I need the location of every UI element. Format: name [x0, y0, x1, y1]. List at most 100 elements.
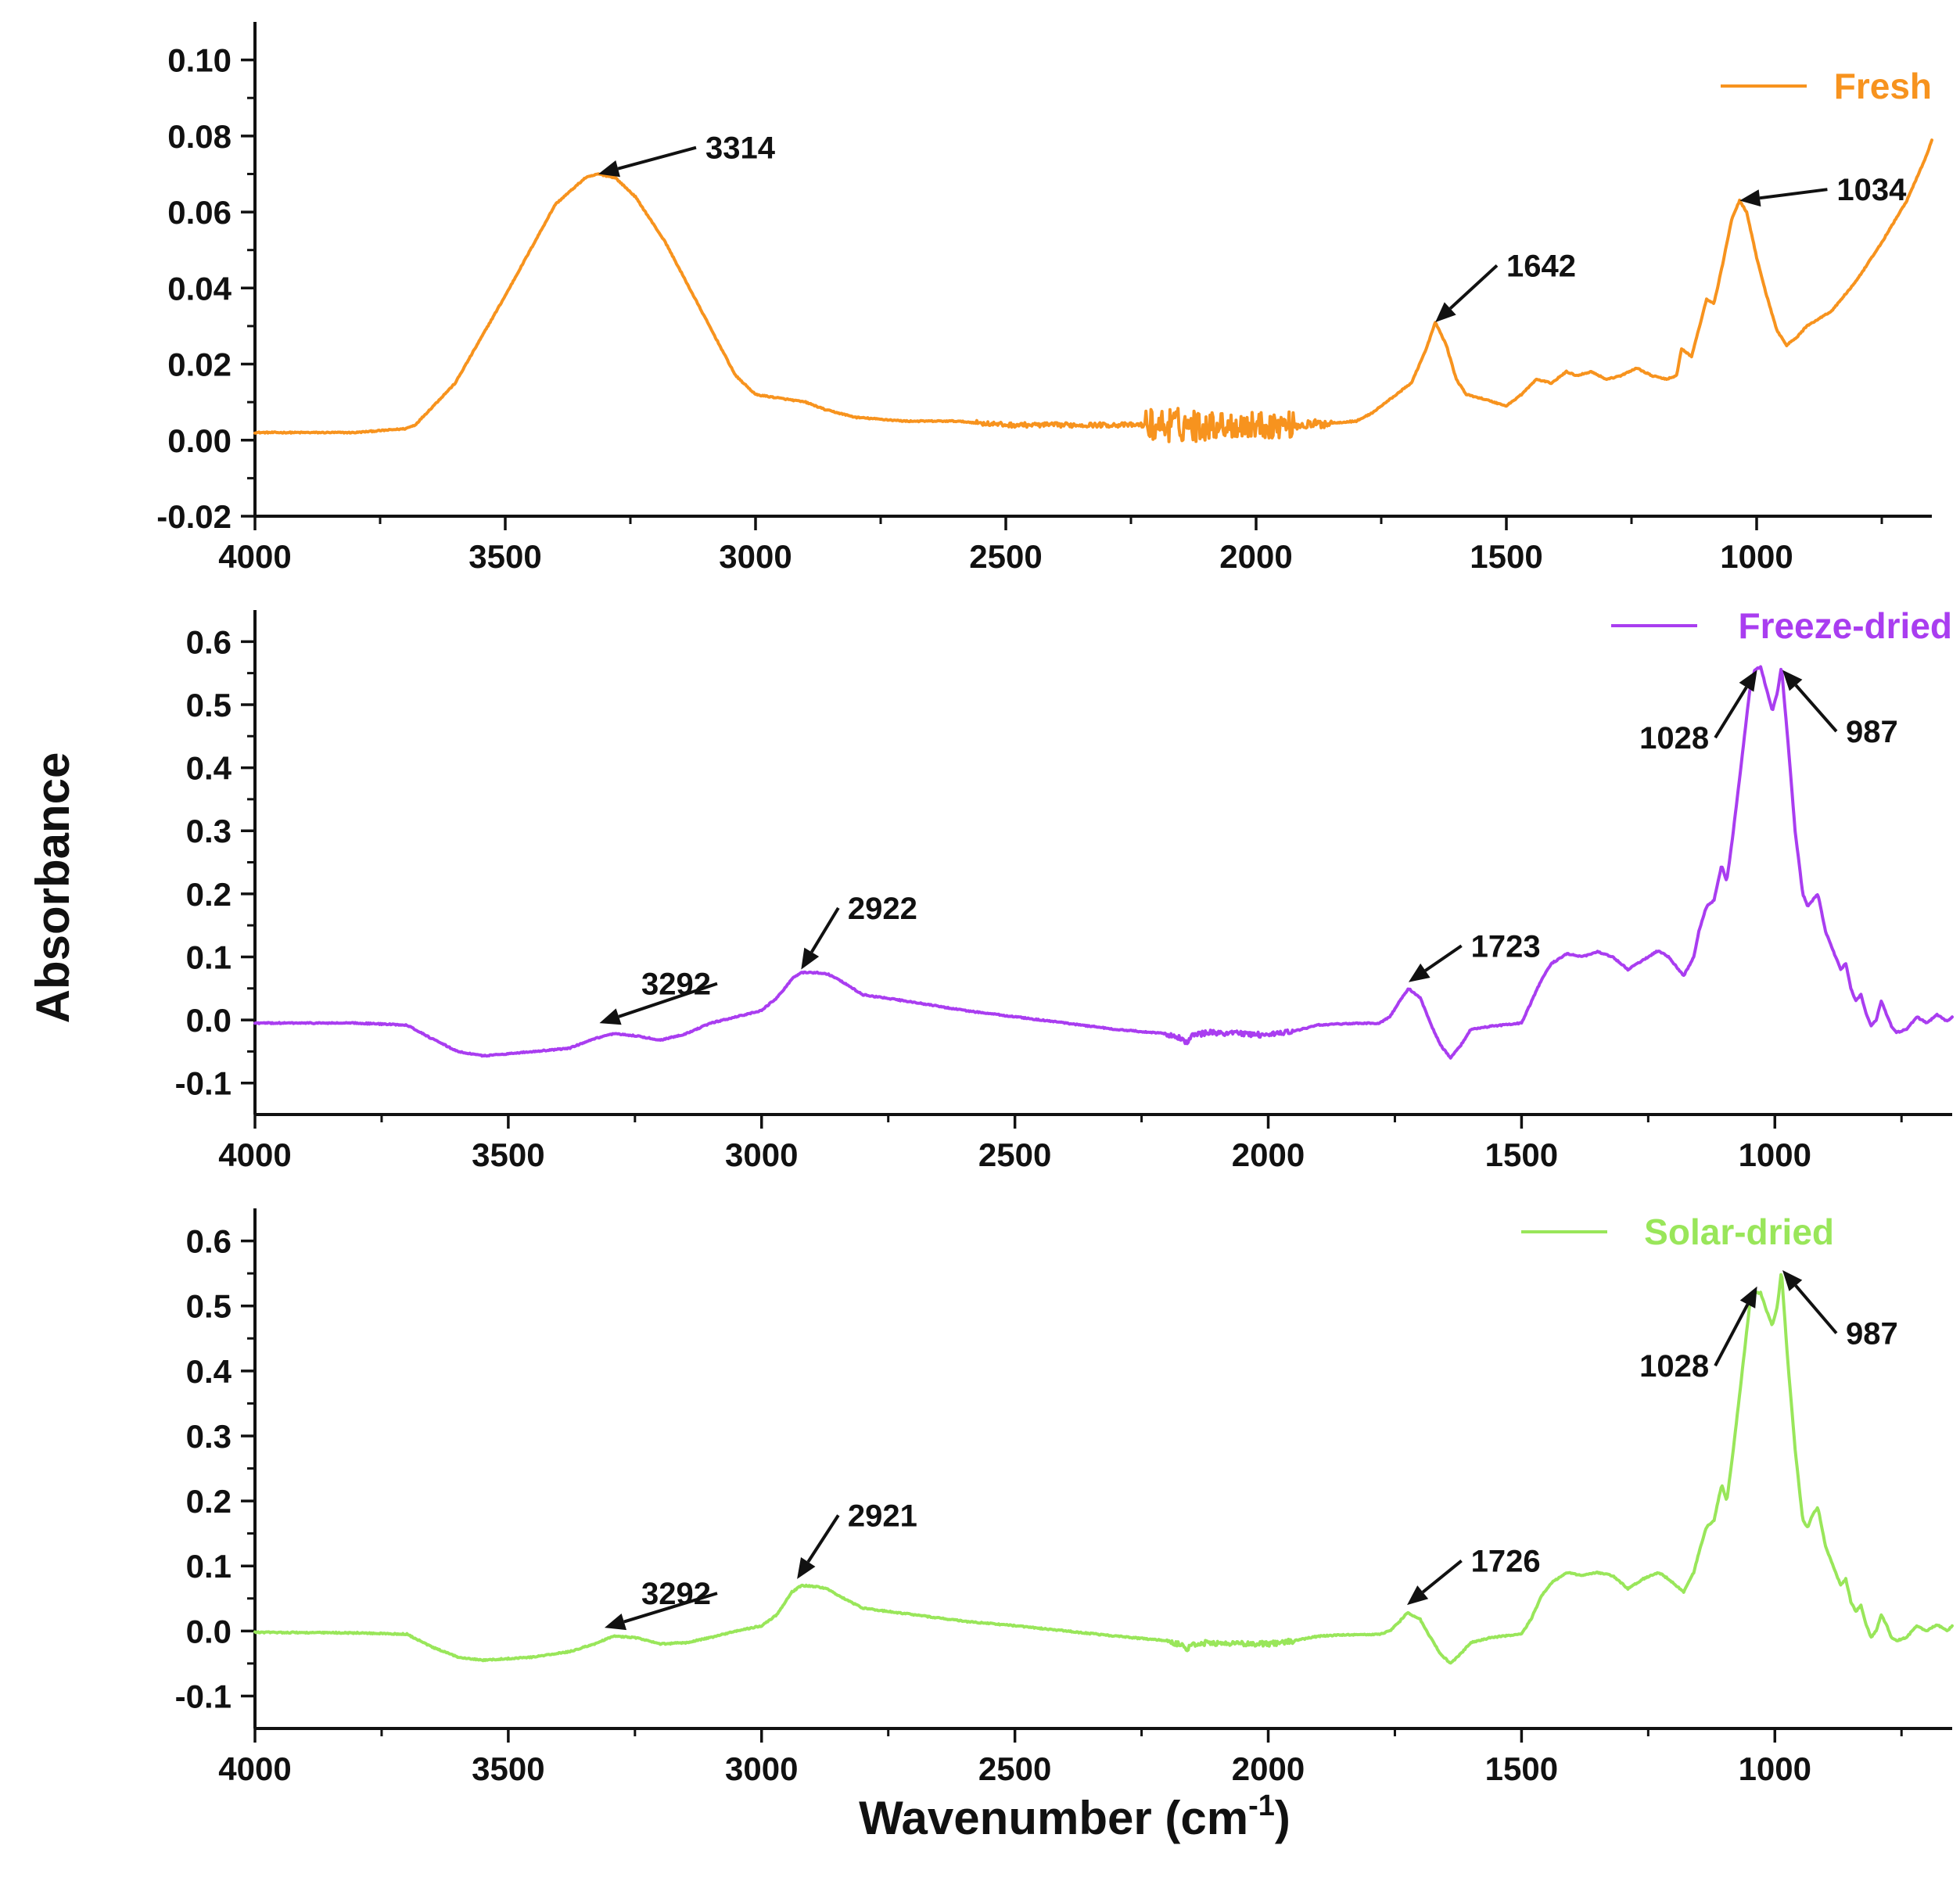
annotation-arrow-head: [1408, 963, 1431, 982]
x-tick-label: 2000: [1232, 1750, 1305, 1787]
annotation-arrow-shaft: [623, 1592, 718, 1624]
x-tick-label: 1000: [1739, 1750, 1811, 1787]
peak-annotation: 3292: [599, 967, 718, 1025]
panels-group: 4000 3500 3000 2500 2000 1500 1000 -0.02 0.00 0.0…: [156, 22, 1954, 1787]
annotation-label: 1642: [1506, 249, 1576, 283]
y-tick-label: 0.6: [186, 1223, 232, 1260]
x-tick-label: 1000: [1739, 1136, 1811, 1173]
x-tick-label: 4000: [218, 1750, 291, 1787]
y-axis-title: Absorbance: [27, 752, 79, 1024]
annotation-arrow-head: [604, 1614, 627, 1631]
x-tick-label: 3500: [468, 538, 541, 575]
annotation-arrow-head: [1435, 302, 1456, 323]
annotation-arrow-head: [1782, 1269, 1803, 1291]
y-tick-label: 0.06: [167, 194, 232, 231]
x-tick-label: 4000: [218, 1136, 291, 1173]
annotation-label: 1726: [1471, 1545, 1541, 1579]
x-tick-label: 3500: [472, 1136, 544, 1173]
annotation-label: 2921: [848, 1499, 917, 1533]
y-tick-label: 0.10: [167, 42, 232, 79]
annotation-arrow-head: [1739, 669, 1757, 692]
y-tick-label: -0.1: [175, 1065, 232, 1102]
y-tick-label: -0.1: [175, 1678, 232, 1714]
annotation-arrow-shaft: [1759, 188, 1828, 200]
peak-annotation: 1028: [1639, 1286, 1757, 1384]
panel-fresh: 4000 3500 3000 2500 2000 1500 1000 -0.02 0.00 0.0…: [156, 22, 1933, 575]
legend-label: Freeze-dried: [1738, 605, 1952, 646]
peak-annotation: 1642: [1435, 249, 1576, 323]
annotation-label: 987: [1846, 1317, 1898, 1352]
annotation-arrow-head: [797, 1557, 816, 1579]
panel-freeze-dried: 4000 3500 3000 2500 2000 1500 1000 -0.1 0.0 0.1 0.…: [175, 605, 1954, 1173]
peak-annotation: 3292: [604, 1577, 718, 1631]
y-tick-label: -0.02: [156, 498, 232, 535]
annotation-arrow-head: [598, 160, 621, 178]
annotation-label: 3292: [641, 1577, 711, 1611]
y-tick-label: 0.0: [186, 1613, 232, 1649]
x-tick-label: 2500: [978, 1136, 1051, 1173]
peak-annotation: 1028: [1639, 669, 1757, 756]
series-line-fresh: [253, 138, 1933, 443]
peak-annotation: 987: [1782, 1269, 1898, 1352]
annotation-arrow-shaft: [1714, 686, 1748, 739]
annotation-arrow-shaft: [618, 982, 718, 1018]
x-tick-label: 3000: [725, 1750, 798, 1787]
peak-annotation: 987: [1782, 669, 1898, 749]
legend-label: Solar-dried: [1644, 1212, 1834, 1252]
y-tick-label: 0.04: [167, 270, 232, 307]
x-tick-label: 2500: [978, 1750, 1051, 1787]
annotation-arrow-shaft: [1448, 264, 1499, 310]
annotation-arrow-head: [599, 1008, 622, 1025]
legend-label: Fresh: [1834, 66, 1932, 106]
y-tick-label: 0.2: [186, 876, 232, 913]
annotation-label: 3314: [705, 131, 776, 166]
peak-annotation: 1723: [1408, 929, 1541, 982]
y-tick-label: 0.4: [186, 750, 232, 787]
x-tick-label: 2000: [1219, 538, 1292, 575]
x-tick-label: 3000: [725, 1136, 798, 1173]
x-tick-label: 2500: [969, 538, 1042, 575]
peak-annotation: 3314: [598, 131, 776, 178]
y-tick-label: 0.08: [167, 118, 232, 155]
peak-annotation: 1034: [1739, 173, 1907, 207]
legend-freeze-dried: Freeze-dried: [1611, 605, 1952, 646]
series-line-freeze-dried: [253, 665, 1954, 1060]
annotation-arrow-head: [1782, 669, 1803, 691]
x-tick-label: 1000: [1720, 538, 1793, 575]
y-tick-label: 0.6: [186, 623, 232, 660]
y-tick-label: 0.5: [186, 687, 232, 723]
x-tick-label: 1500: [1470, 538, 1542, 575]
annotation-label: 1028: [1639, 721, 1709, 756]
y-tick-label: 0.02: [167, 346, 232, 383]
x-axis-title-close: ): [1275, 1792, 1291, 1844]
annotation-arrow-head: [1407, 1585, 1429, 1606]
annotation-label: 1034: [1836, 173, 1907, 207]
y-tick-label: 0.0: [186, 1002, 232, 1039]
annotation-arrow-shaft: [617, 145, 697, 171]
annotation-arrow-shaft: [806, 1514, 840, 1563]
x-tick-label: 1500: [1485, 1136, 1558, 1173]
y-tick-label: 0.4: [186, 1353, 232, 1390]
y-tick-label: 0.5: [186, 1288, 232, 1325]
annotation-label: 3292: [641, 967, 711, 1002]
annotation-arrow-shaft: [810, 906, 840, 953]
annotation-arrow-shaft: [1794, 1284, 1838, 1334]
y-tick-label: 0.3: [186, 1418, 232, 1455]
y-tick-label: 0.1: [186, 1548, 232, 1585]
annotation-arrow-head: [1739, 189, 1761, 207]
x-axis-title-main: Wavenumber (cm: [859, 1792, 1248, 1844]
y-tick-label: 0.00: [167, 422, 232, 459]
panel-solar-dried: 4000 3500 3000 2500 2000 1500 1000 -0.1 0.0 0.1 0.…: [175, 1208, 1954, 1787]
y-tick-label: 0.3: [186, 813, 232, 849]
peak-annotation: 2922: [801, 892, 917, 970]
annotation-label: 987: [1846, 715, 1898, 749]
x-tick-label: 4000: [218, 538, 291, 575]
annotation-label: 1028: [1639, 1349, 1709, 1384]
annotation-arrow-shaft: [1714, 1303, 1750, 1367]
x-axis-title: Wavenumber (cm-1): [859, 1789, 1291, 1844]
x-axis-title-superscript: -1: [1248, 1789, 1275, 1822]
peak-annotation: 1726: [1407, 1545, 1541, 1606]
annotation-arrow-shaft: [1424, 944, 1463, 972]
series-line-solar-dried: [253, 1273, 1954, 1665]
